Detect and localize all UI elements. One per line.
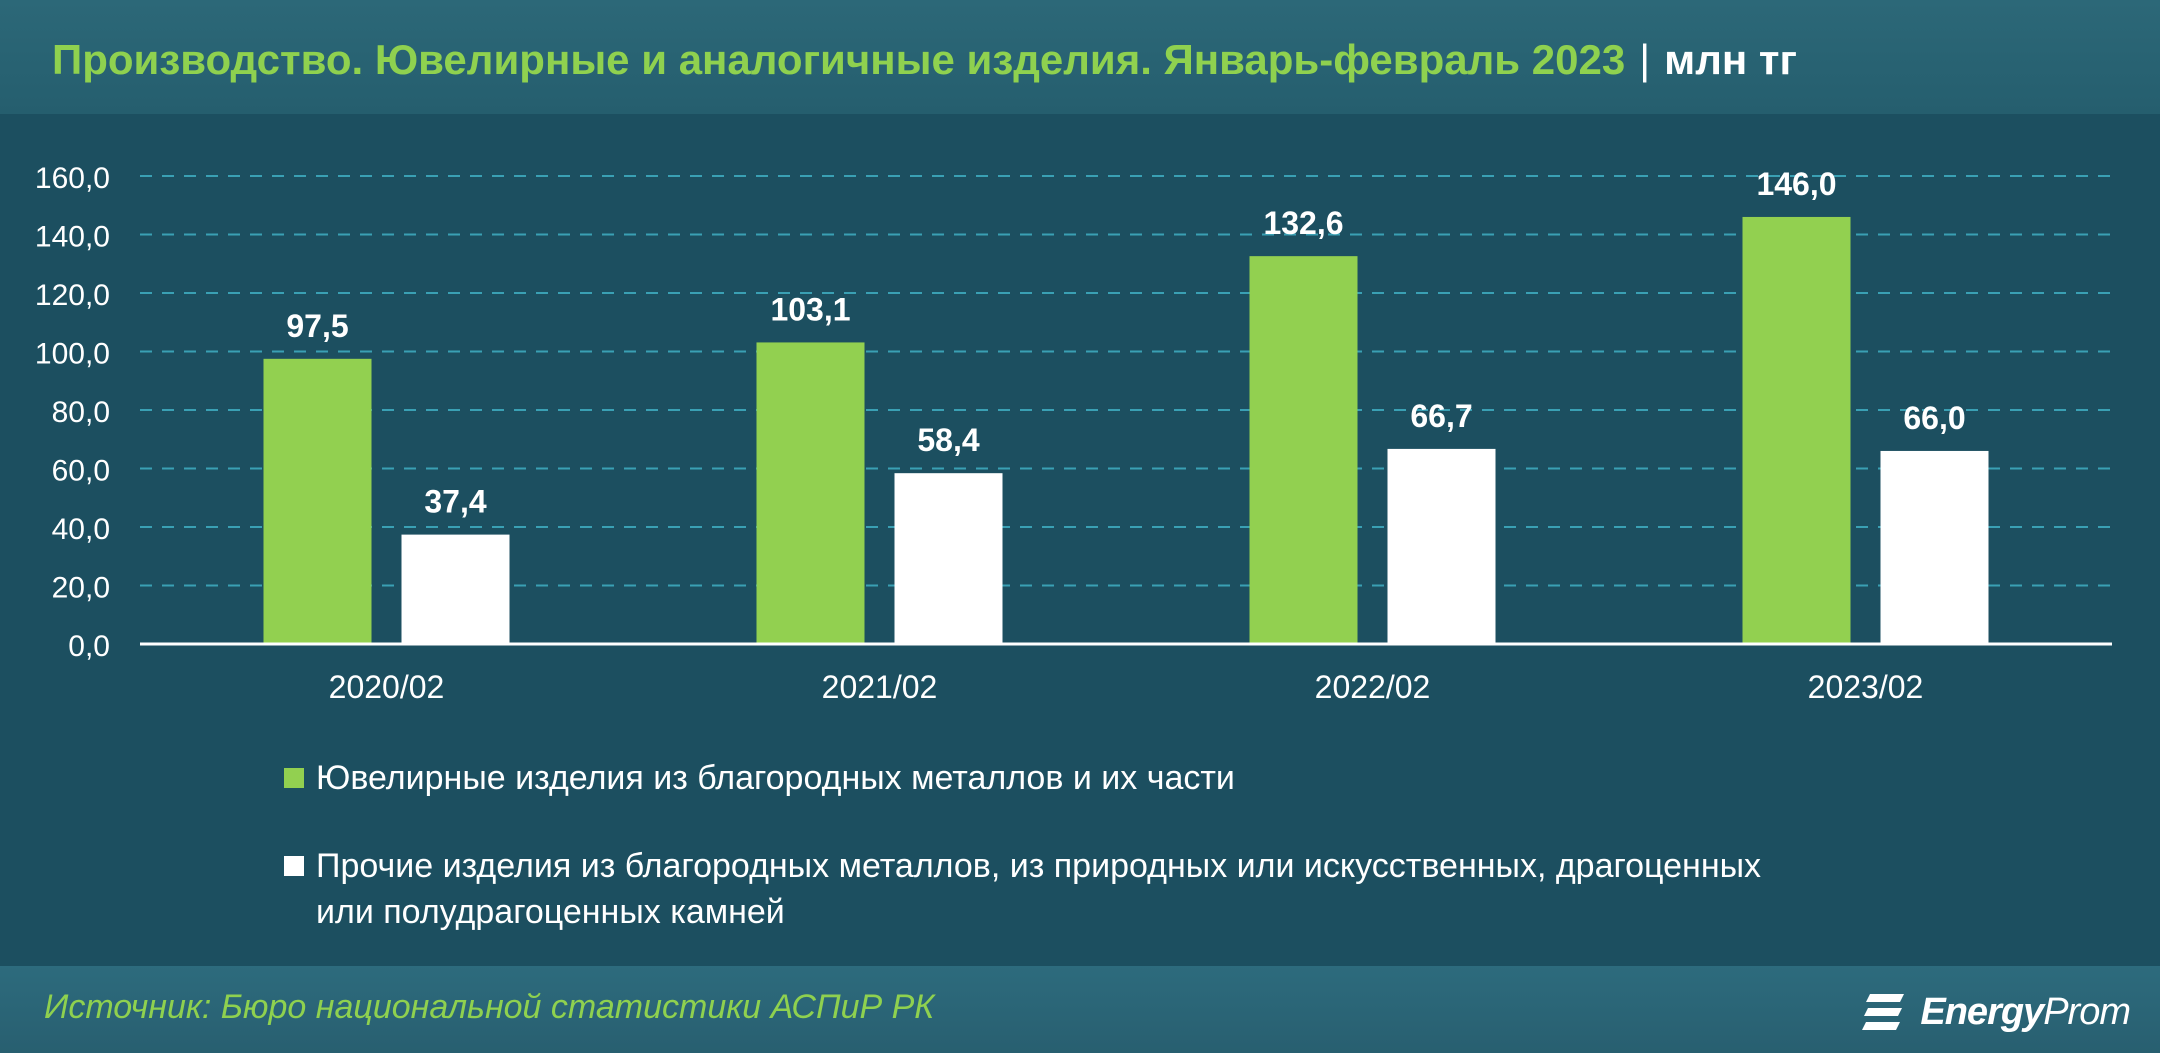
bar: [1742, 216, 1851, 644]
page-title: Производство. Ювелирные и аналогичные из…: [52, 30, 1797, 90]
legend-label-other-line2: или полудрагоценных камней: [316, 893, 785, 931]
legend-swatch-white: [284, 856, 304, 876]
bar: [756, 342, 865, 644]
legend-label-other-line1: Прочие изделия из благородных металлов, …: [316, 847, 1762, 885]
energyprom-logo: EnergyProm: [1860, 984, 2131, 1040]
y-tick-label: 80,0: [52, 396, 110, 429]
y-tick-label: 0,0: [68, 630, 110, 663]
logo-text-light: Prom: [2043, 990, 2131, 1033]
source-note: Источник: Бюро национальной статистики А…: [44, 988, 935, 1026]
data-label: 146,0: [1756, 166, 1836, 202]
data-label: 66,0: [1903, 400, 1965, 436]
x-tick-label: 2023/02: [1808, 669, 1924, 705]
header-bar: Производство. Ювелирные и аналогичные из…: [0, 0, 2160, 114]
bar: [1387, 448, 1496, 644]
bar: [1249, 256, 1358, 644]
footer-bar: Источник: Бюро национальной статистики А…: [0, 966, 2160, 1053]
bar: [263, 358, 372, 644]
data-label: 58,4: [917, 422, 979, 458]
y-tick-label: 100,0: [35, 338, 110, 371]
y-tick-label: 160,0: [35, 162, 110, 195]
legend-label-jewelry: Ювелирные изделия из благородных металло…: [316, 759, 1235, 797]
data-label: 103,1: [770, 291, 850, 327]
data-label: 66,7: [1410, 398, 1472, 434]
x-tick-label: 2020/02: [329, 669, 445, 705]
bar-chart: 0,0 20,0 40,0 60,0 80,0 100,0 120,0 140,0 160,0 9…: [35, 162, 2112, 705]
unit-label: млн тг: [1664, 36, 1797, 83]
title-separator: |: [1639, 36, 1651, 83]
logo-icon: [1862, 994, 1905, 1030]
chart-title: Производство. Ювелирные и аналогичные из…: [52, 36, 1626, 83]
bar: [894, 473, 1003, 644]
data-label: 97,5: [286, 308, 348, 344]
y-tick-label: 20,0: [52, 572, 110, 605]
bar: [1880, 450, 1989, 644]
y-tick-label: 140,0: [35, 221, 110, 254]
legend-swatch-green: [284, 768, 304, 788]
x-tick-label: 2021/02: [822, 669, 938, 705]
data-label: 37,4: [424, 484, 486, 520]
x-tick-label: 2022/02: [1315, 669, 1431, 705]
y-tick-label: 60,0: [52, 455, 110, 488]
y-tick-label: 120,0: [35, 279, 110, 312]
y-tick-label: 40,0: [52, 513, 110, 546]
data-label: 132,6: [1263, 205, 1343, 241]
bar: [401, 534, 510, 644]
logo-text: EnergyProm: [1920, 990, 2131, 1034]
logo-text-bold: Energy: [1920, 990, 2044, 1033]
